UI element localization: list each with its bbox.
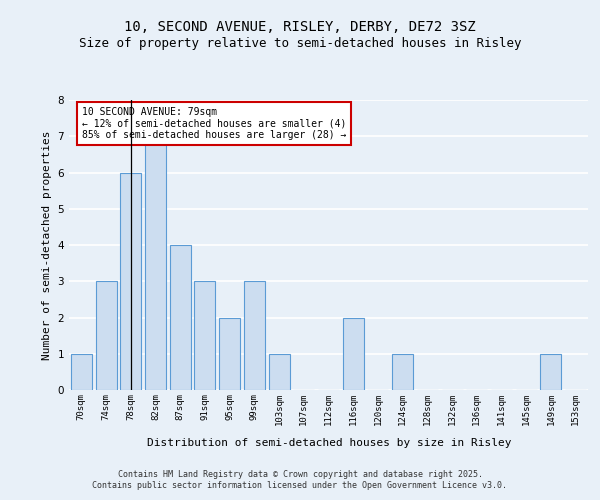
Text: Size of property relative to semi-detached houses in Risley: Size of property relative to semi-detach…	[79, 38, 521, 51]
Text: 10 SECOND AVENUE: 79sqm
← 12% of semi-detached houses are smaller (4)
85% of sem: 10 SECOND AVENUE: 79sqm ← 12% of semi-de…	[82, 108, 346, 140]
Bar	[95, 281, 116, 390]
Bar	[71, 354, 92, 390]
Bar	[120, 172, 141, 390]
Y-axis label: Number of semi-detached properties: Number of semi-detached properties	[42, 130, 52, 360]
Bar	[541, 354, 562, 390]
Bar	[170, 245, 191, 390]
Text: Distribution of semi-detached houses by size in Risley: Distribution of semi-detached houses by …	[146, 438, 511, 448]
Text: 10, SECOND AVENUE, RISLEY, DERBY, DE72 3SZ: 10, SECOND AVENUE, RISLEY, DERBY, DE72 3…	[124, 20, 476, 34]
Bar	[269, 354, 290, 390]
Bar	[219, 318, 240, 390]
Bar	[244, 281, 265, 390]
Bar	[194, 281, 215, 390]
Bar	[343, 318, 364, 390]
Bar	[392, 354, 413, 390]
Text: Contains HM Land Registry data © Crown copyright and database right 2025.
Contai: Contains HM Land Registry data © Crown c…	[92, 470, 508, 490]
Bar	[145, 136, 166, 390]
